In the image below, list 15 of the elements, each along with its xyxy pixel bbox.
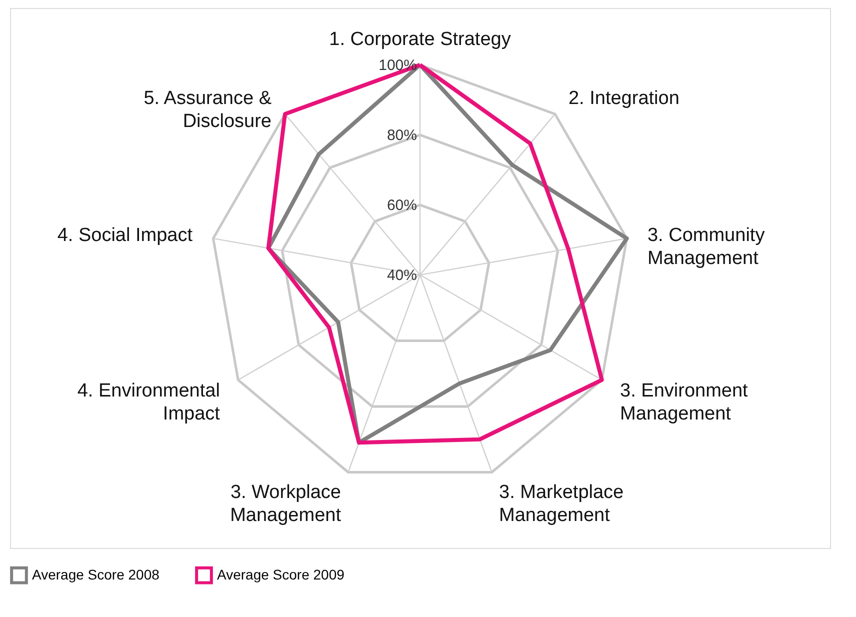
spoke-label: 5. Assurance & Disclosure bbox=[144, 88, 272, 132]
spoke-label: 4. Social Impact bbox=[57, 224, 194, 246]
spoke-label: 4. Environmental Impact bbox=[77, 380, 221, 424]
spoke-label: 1. Corporate Strategy bbox=[329, 28, 512, 50]
spoke-label: 2. Integration bbox=[568, 88, 680, 109]
spoke-label: 3. Workplace Management bbox=[230, 482, 342, 526]
y-tick-label: 80% bbox=[386, 126, 417, 144]
y-tick-label: 100% bbox=[378, 56, 417, 74]
spoke-label: 3. Environment Management bbox=[620, 380, 749, 424]
legend-label: Average Score 2008 bbox=[32, 566, 160, 582]
spoke-label: 3. Marketplace Management bbox=[499, 482, 624, 526]
y-tick-label: 40% bbox=[386, 266, 417, 284]
spoke-label: 3. Community Management bbox=[647, 224, 766, 269]
legend-label: Average Score 2009 bbox=[217, 566, 345, 582]
y-tick-label: 60% bbox=[386, 196, 417, 214]
